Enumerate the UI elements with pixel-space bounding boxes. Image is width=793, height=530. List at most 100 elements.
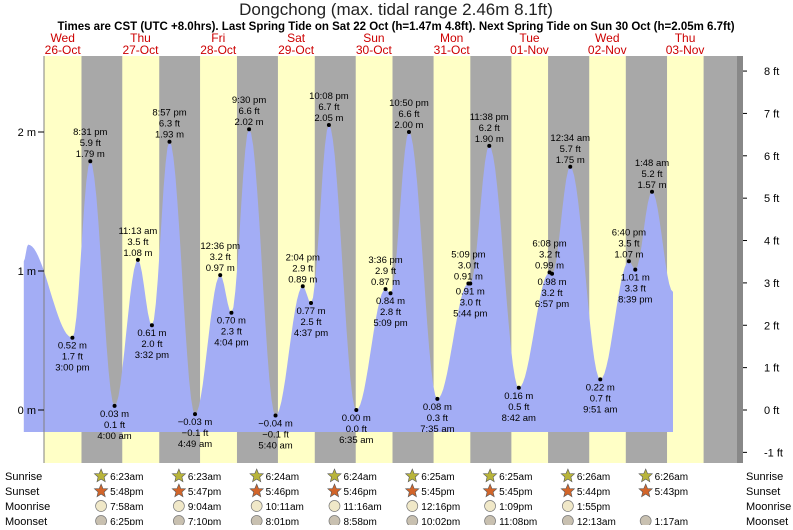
tide-extreme-dot [388,291,393,296]
tide-label-line: 0.70 m [217,316,246,327]
tide-label-line: 1.75 m [556,155,585,166]
tide-extreme-dot [229,310,234,315]
left-tick-label: 1 m [18,266,36,278]
tide-extreme-dot [435,396,440,401]
right-tick-label: 7 ft [764,108,779,120]
tide-label-line: 4:04 pm [214,338,248,349]
tide-label-line: −0.03 m [178,417,213,428]
tide-label-line: 3:36 pm [368,255,402,266]
day-headers: Wed26-OctThu27-OctFri28-OctSat29-OctSun3… [45,31,705,57]
tide-label-line: −0.1 ft [262,430,289,441]
tide-label-line: 1.93 m [155,130,184,141]
row-label-right: Sunset [746,486,780,498]
tide-label-line: 1.08 m [123,248,152,259]
tide-extreme-dot [88,159,93,164]
row-label-right: Moonrise [746,501,791,513]
tide-label-line: 2.02 m [235,117,264,128]
right-axis-bar [737,56,743,463]
tide-label-line: 2.05 m [314,113,343,124]
sunset-icon [560,483,576,498]
tide-label-line: 10:08 pm [309,91,349,102]
tide-label-line: 2.00 m [394,120,423,131]
tide-label-line: 0.61 m [137,328,166,339]
tide-extreme-dot [650,189,655,194]
day-name: Wed [50,31,74,45]
moonset-icon [639,515,652,527]
day-date: 29-Oct [278,43,315,57]
right-tick-label: 8 ft [764,66,779,78]
tide-extreme-dot [633,267,638,272]
sunrise-icon [327,468,342,483]
tide-extreme-dot [487,143,492,148]
row-time: 5:47pm [188,487,221,498]
tide-label-line: 6.6 ft [398,109,419,120]
tide-label-line: 3.2 ft [539,249,560,260]
tide-label-line: 8:42 am [502,413,536,424]
tide-label-line: −0.1 ft [182,428,209,439]
day-date: 26-Oct [45,43,82,57]
row-time: 5:44pm [577,487,610,498]
tide-label-line: 0.1 ft [104,420,125,431]
tide-label-line: 6:57 pm [535,299,569,310]
tide-label-line: 6:40 pm [612,227,646,238]
sunset-icon [249,483,265,498]
tide-extreme-dot [326,123,331,128]
tide-extreme-dot [247,127,252,132]
tide-label-line: 5.7 ft [560,144,581,155]
sun-moon-rows: Sunrise Sunrise 6:23am 6:23am 6:24am 6:24am 6:… [5,468,791,528]
day-name: Wed [595,31,619,45]
tide-extreme-dot [300,284,305,289]
tide-label-line: 8:57 pm [152,108,186,119]
right-tick-label: 1 ft [764,363,779,375]
tide-label-line: 1.90 m [475,134,504,145]
sunrise-icon [171,468,187,483]
row-time: 6:23am [188,472,221,483]
tide-label-line: 12:36 pm [200,241,240,252]
tide-extreme-dot [167,139,172,144]
chart-title: Dongchong (max. tidal range 2.46m 8.1ft) [239,0,553,19]
tide-label-line: 0.89 m [288,274,317,285]
tide-label-line: 7:35 am [420,424,454,435]
tide-label-line: 5.2 ft [641,169,662,180]
tide-label-line: 0.08 m [423,402,452,413]
tide-label-line: 10:50 pm [389,98,429,109]
row-time: 5:45pm [421,487,454,498]
row-time: 5:45pm [499,487,532,498]
chart-subtitle: Times are CST (UTC +8.0hrs). Last Spring… [57,21,734,33]
tide-extreme-dot [135,257,140,262]
tide-label-line: 0.52 m [58,341,87,352]
row-time: 6:26am [577,472,610,483]
tide-extreme-dot [406,130,411,134]
tide-label-line: 0.98 m [538,277,567,288]
left-tick-label: 0 m [18,405,36,417]
moonset-icon [562,515,574,527]
sunrise-icon [560,468,576,483]
tide-label-line: 0.00 m [342,413,371,424]
sunset-icon [638,483,654,498]
right-tick-label: 4 ft [764,236,779,248]
tide-extreme-dot [598,377,603,382]
row-time: 6:24am [343,472,376,483]
day-date: 30-Oct [356,43,393,57]
row-time: 5:43pm [655,487,688,498]
tide-extreme-dot [309,300,314,305]
day-date: 01-Nov [510,43,549,57]
tide-label-line: 1.07 m [614,249,643,260]
tide-label-line: 0.91 m [454,272,483,283]
tide-annotations: 0.52 m1.7 ft3:00 pm 8:31 pm5.9 ft1.79 m 0.… [55,91,669,452]
moonset-icon [484,515,496,527]
day-date: 03-Nov [666,43,705,57]
row-label-right: Sunrise [746,471,783,483]
sunset-icon [482,483,498,498]
row-time: 12:13am [577,517,616,525]
left-tick-label: 2 m [18,127,36,139]
tide-label-line: 11:13 am [118,226,157,237]
moonrise-icon [562,500,574,512]
tide-label-line: 3.5 ft [127,237,148,248]
row-label-right: Moonset [746,516,788,525]
row-time: 5:46pm [343,487,376,498]
row-time: 5:46pm [266,487,299,498]
tide-label-line: 2.8 ft [380,307,401,318]
sunset-icon [404,483,420,498]
day-name: Thu [675,31,696,45]
